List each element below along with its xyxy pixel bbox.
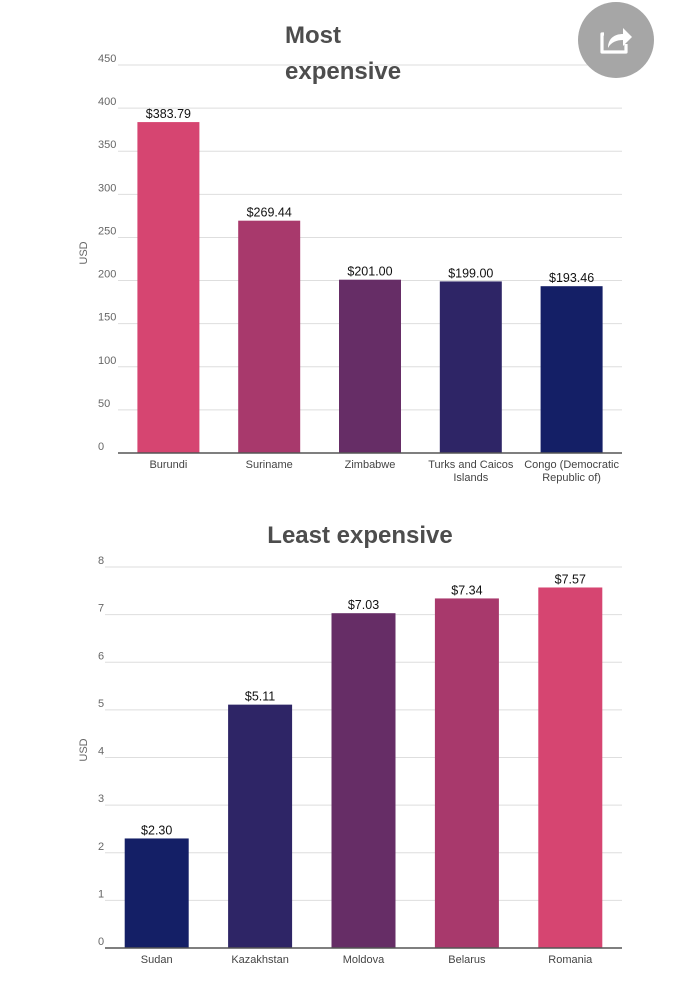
- x-tick-label: Republic of): [542, 472, 601, 484]
- bar: [238, 220, 301, 453]
- share-button[interactable]: [578, 2, 654, 78]
- y-tick-label: 150: [98, 312, 116, 324]
- bar: [331, 613, 396, 948]
- x-tick-label: Sudan: [141, 954, 173, 966]
- bar-value-label: $199.00: [448, 266, 493, 280]
- bar-value-label: $201.00: [347, 265, 392, 279]
- x-tick-label: Turks and Caicos: [428, 459, 514, 471]
- y-tick-label: 2: [98, 841, 104, 853]
- y-tick-label: 7: [98, 603, 104, 615]
- y-tick-label: 200: [98, 269, 116, 281]
- y-tick-label: 5: [98, 698, 104, 710]
- bar-value-label: $7.57: [555, 572, 586, 586]
- x-tick-label: Moldova: [343, 954, 385, 966]
- y-tick-label: 350: [98, 139, 116, 151]
- y-tick-label: 0: [98, 441, 104, 453]
- y-axis-label: USD: [78, 738, 90, 761]
- y-tick-label: 3: [98, 793, 104, 805]
- bar-value-label: $7.03: [348, 598, 379, 612]
- share-icon: [600, 28, 632, 54]
- bar: [339, 279, 401, 453]
- bar: [439, 281, 502, 453]
- y-tick-label: 300: [98, 182, 116, 194]
- x-tick-label: Congo (Democratic: [524, 459, 619, 471]
- x-tick-label: Burundi: [149, 459, 187, 471]
- y-tick-label: 50: [98, 398, 110, 410]
- bar: [228, 704, 293, 948]
- chart-title-line: Least expensive: [267, 522, 452, 549]
- y-tick-label: 100: [98, 355, 116, 367]
- y-tick-label: 1: [98, 888, 104, 900]
- chart-title-line: expensive: [285, 58, 401, 85]
- bar: [538, 587, 603, 948]
- y-tick-label: 450: [98, 53, 116, 65]
- y-tick-label: 4: [98, 746, 104, 758]
- bar: [137, 122, 200, 453]
- y-tick-label: 250: [98, 225, 116, 237]
- x-tick-label: Suriname: [246, 459, 293, 471]
- bar: [434, 598, 499, 948]
- bar-value-label: $383.79: [146, 107, 191, 121]
- x-tick-label: Romania: [548, 954, 593, 966]
- y-tick-label: 8: [98, 555, 104, 567]
- y-tick-label: 0: [98, 936, 104, 948]
- bar-value-label: $5.11: [245, 690, 275, 704]
- bar-value-label: $269.44: [247, 206, 292, 220]
- bar-value-label: $193.46: [549, 271, 594, 285]
- y-axis-label: USD: [78, 241, 90, 264]
- y-tick-label: 400: [98, 96, 116, 108]
- bar: [540, 286, 603, 453]
- bar: [124, 838, 189, 948]
- x-tick-label: Zimbabwe: [345, 459, 396, 471]
- bar-value-label: $2.30: [141, 823, 172, 837]
- x-tick-label: Kazakhstan: [231, 954, 288, 966]
- y-tick-label: 6: [98, 650, 104, 662]
- chart-title-line: Most: [285, 22, 341, 49]
- x-tick-label: Belarus: [448, 954, 486, 966]
- x-tick-label: Islands: [453, 472, 488, 484]
- bar-value-label: $7.34: [451, 583, 482, 597]
